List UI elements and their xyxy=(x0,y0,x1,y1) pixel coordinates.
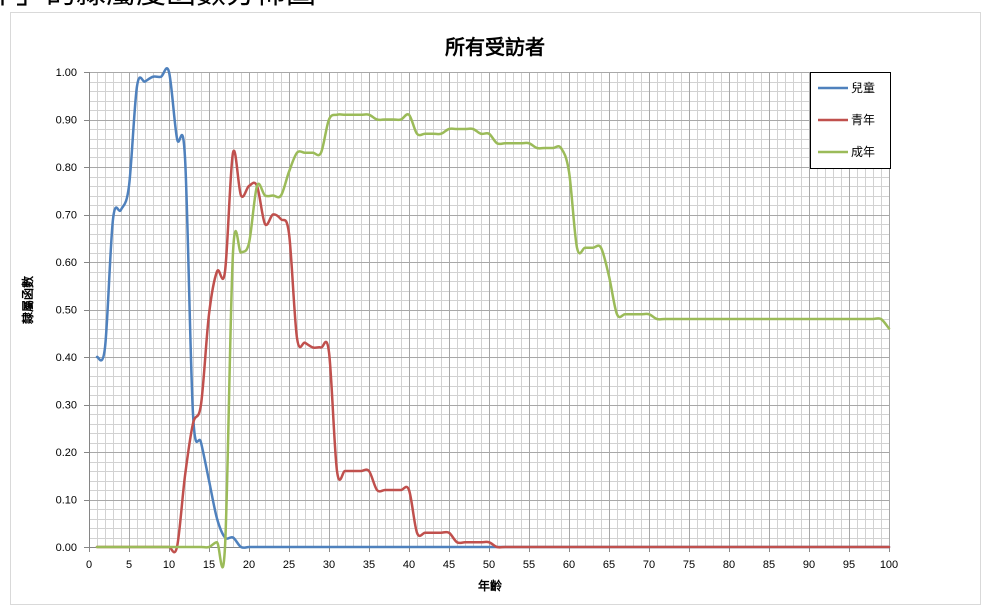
x-tick-label: 90 xyxy=(803,559,815,571)
legend-label: 青年 xyxy=(851,113,875,127)
series-line-adult xyxy=(95,113,891,569)
x-tick-label: 25 xyxy=(283,559,295,571)
x-tick-label: 60 xyxy=(563,559,575,571)
y-tick-label: 0.20 xyxy=(56,447,77,459)
y-tick-label: 0.10 xyxy=(56,495,77,507)
y-tick-label: 0.30 xyxy=(56,400,77,412)
chart-title: 所有受訪者 xyxy=(445,35,545,59)
x-tick-label: 0 xyxy=(86,559,92,571)
x-tick-label: 35 xyxy=(363,559,375,571)
series-lines xyxy=(95,67,891,569)
x-tick-label: 55 xyxy=(523,559,535,571)
x-tick-label: 45 xyxy=(443,559,455,571)
y-tick-label: 0.40 xyxy=(56,352,77,364)
x-tick-label: 70 xyxy=(643,559,655,571)
y-tick-label: 0.90 xyxy=(56,115,77,127)
y-tick-label: 0.70 xyxy=(56,210,77,222)
axis-tick-marks xyxy=(84,72,890,552)
x-tick-label: 15 xyxy=(203,559,215,571)
x-tick-label: 30 xyxy=(323,559,335,571)
x-tick-label: 100 xyxy=(880,559,898,571)
x-axis-title: 年齡 xyxy=(478,578,502,593)
y-axis-title: 隸屬函數 xyxy=(20,276,35,325)
x-tick-label: 65 xyxy=(603,559,615,571)
y-tick-label: 1.00 xyxy=(56,67,77,79)
legend-label: 成年 xyxy=(851,145,875,159)
x-tick-label: 20 xyxy=(243,559,255,571)
x-tick-label: 5 xyxy=(126,559,132,571)
x-tick-label: 40 xyxy=(403,559,415,571)
y-tick-label: 0.60 xyxy=(56,257,77,269)
series-line-youth xyxy=(95,149,891,554)
y-tick-label: 0.00 xyxy=(56,542,77,554)
x-tick-label: 75 xyxy=(683,559,695,571)
y-tick-label: 0.50 xyxy=(56,305,77,317)
x-tick-label: 10 xyxy=(163,559,175,571)
x-tick-label: 80 xyxy=(723,559,735,571)
x-tick-label: 50 xyxy=(483,559,495,571)
x-tick-label: 95 xyxy=(843,559,855,571)
legend-label: 兒童 xyxy=(851,80,875,95)
x-tick-label: 85 xyxy=(763,559,775,571)
y-tick-label: 0.80 xyxy=(56,162,77,174)
figure-caption: 年」的隸屬度函數分佈圖 xyxy=(0,0,316,9)
